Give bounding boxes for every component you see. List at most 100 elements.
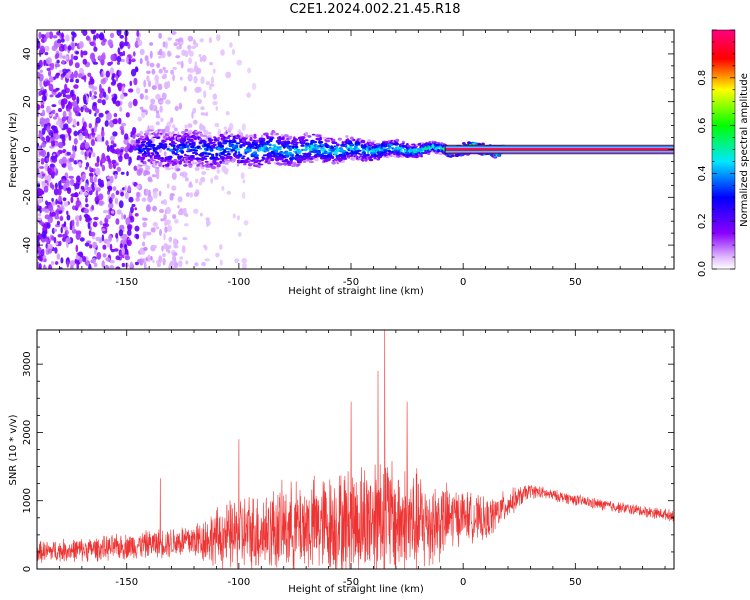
heatmap-cell (110, 61, 113, 65)
heatmap-cell (395, 138, 400, 142)
heatmap-cell (102, 209, 109, 214)
heatmap-cell (194, 262, 199, 267)
heatmap-cell (163, 151, 167, 157)
heatmap-cell (61, 32, 64, 38)
heatmap-cell (109, 32, 115, 39)
heatmap-cell (174, 105, 179, 112)
spectrogram-x-axis-label: Height of straight line (km) (288, 286, 424, 297)
heatmap-cell (201, 171, 207, 175)
heatmap-cell (72, 205, 76, 210)
heatmap-cell (220, 153, 225, 156)
heatmap-cell (204, 258, 210, 262)
heatmap-cell (187, 140, 190, 144)
heatmap-cell (107, 185, 113, 190)
heatmap-cell (366, 153, 370, 157)
heatmap-cell (94, 91, 97, 95)
heatmap-cell (322, 147, 325, 149)
heatmap-cell (183, 223, 189, 227)
heatmap-cell (206, 163, 210, 165)
heatmap-cell (167, 136, 171, 139)
heatmap-cell (115, 190, 120, 196)
heatmap-cell (110, 193, 115, 199)
heatmap-cell (162, 73, 167, 79)
heatmap-cell (112, 131, 118, 137)
heatmap-cell (62, 110, 67, 118)
heatmap-cell (262, 154, 268, 157)
heatmap-cell (43, 37, 47, 42)
heatmap-cell (395, 142, 399, 146)
heatmap-cell (56, 220, 61, 226)
heatmap-cell (177, 196, 183, 203)
heatmap-cell (186, 148, 191, 151)
heatmap-cell (307, 153, 312, 156)
heatmap-cell (43, 266, 47, 269)
heatmap-cell (128, 156, 132, 164)
heatmap-cell (55, 242, 59, 246)
heatmap-cell (158, 68, 163, 74)
heatmap-cell (171, 141, 175, 143)
heatmap-cell (320, 149, 323, 152)
heatmap-cell (109, 243, 113, 251)
heatmap-cell (100, 130, 105, 138)
heatmap-cell (85, 260, 90, 267)
heatmap-cell (118, 51, 124, 57)
heatmap-cell (153, 191, 158, 199)
heatmap-cell (255, 156, 259, 160)
heatmap-cell (120, 149, 124, 153)
heatmap-cell (285, 154, 290, 158)
heatmap-cell (57, 188, 62, 196)
heatmap-cell (84, 142, 90, 149)
heatmap-cell (130, 206, 134, 214)
heatmap-cell (345, 135, 349, 138)
heatmap-cell (91, 204, 94, 211)
heatmap-cell (115, 218, 120, 225)
heatmap-cell (91, 30, 95, 35)
heatmap-cell (155, 167, 160, 175)
heatmap-cell (253, 133, 257, 137)
heatmap-cell (40, 92, 46, 96)
heatmap-cell (94, 124, 97, 133)
heatmap-cell (68, 175, 74, 179)
heatmap-cell (287, 142, 292, 144)
heatmap-cell (53, 116, 57, 120)
heatmap-cell (278, 146, 282, 149)
heatmap-cell (89, 175, 94, 184)
heatmap-cell (88, 152, 92, 159)
heatmap-cell (277, 162, 283, 166)
heatmap-cell (40, 158, 45, 163)
y-tick-label: -20 (22, 189, 33, 205)
heatmap-cell (152, 222, 158, 227)
heatmap-cell (147, 148, 153, 150)
heatmap-cell (282, 145, 286, 149)
heatmap-cell (120, 122, 127, 127)
heatmap-cell (39, 205, 42, 214)
heatmap-cell (60, 257, 64, 264)
heatmap-cell (96, 252, 102, 260)
heatmap-cell (104, 223, 110, 228)
heatmap-cell (146, 149, 150, 152)
heatmap-cell (57, 233, 63, 238)
heatmap-cell (200, 176, 206, 183)
heatmap-cell (115, 75, 119, 82)
heatmap-cell (272, 131, 276, 134)
heatmap-cell (333, 145, 337, 148)
heatmap-cell (200, 106, 205, 110)
heatmap-cell (48, 31, 54, 39)
heatmap-cell (229, 42, 233, 48)
heatmap-cell (141, 258, 145, 263)
heatmap-cell (221, 186, 225, 191)
heatmap-cell (272, 144, 277, 147)
heatmap-cell (242, 262, 247, 269)
heatmap-cell (139, 135, 145, 138)
heatmap-cell (51, 235, 55, 241)
heatmap-cell (109, 135, 115, 141)
heatmap-cell (69, 89, 74, 98)
heatmap-cell (55, 198, 58, 205)
heatmap-cell (180, 60, 184, 69)
heatmap-cell (300, 144, 305, 147)
heatmap-cell (192, 107, 197, 114)
heatmap-cell (212, 159, 217, 163)
heatmap-cell (56, 208, 60, 217)
